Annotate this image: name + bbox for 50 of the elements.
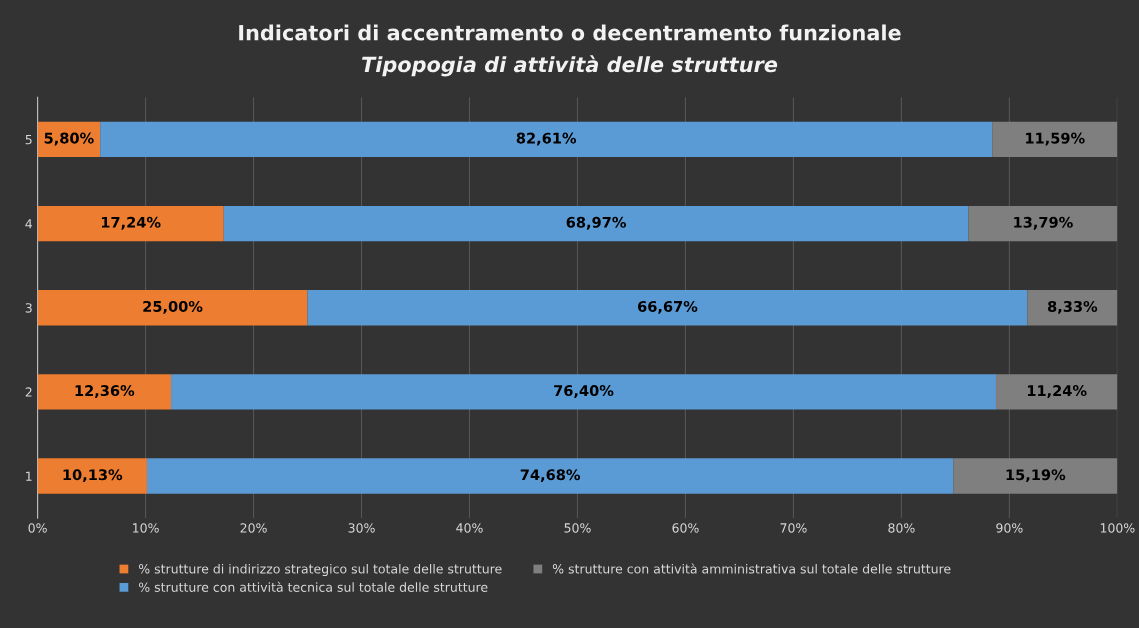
data-label: 15,19%: [1006, 469, 1066, 483]
data-label: 12,36%: [75, 385, 135, 398]
data-label: 17,24%: [101, 216, 161, 230]
legend-label: % strutture con attività tecnica sul totale delle strutture: [138, 581, 488, 592]
data-label: 5,80%: [44, 132, 94, 146]
x-tick-label: 0%: [28, 523, 47, 533]
x-tick-label: 90%: [996, 523, 1023, 533]
data-label: 76,40%: [554, 385, 614, 398]
data-label: 68,97%: [566, 216, 627, 230]
data-label: 11,24%: [1027, 385, 1087, 398]
x-tick-label: 40%: [456, 523, 483, 533]
y-tick-label: 1: [26, 471, 32, 481]
y-tick-label: 5: [25, 135, 32, 145]
data-label: 8,33%: [1047, 300, 1098, 314]
data-label: 25,00%: [143, 300, 203, 314]
data-label: 10,13%: [63, 469, 123, 483]
bar: [223, 205, 969, 242]
bar: [171, 374, 996, 410]
data-label: 13,79%: [1014, 216, 1073, 230]
x-tick-label: 10%: [133, 523, 159, 533]
bar: [1027, 290, 1118, 326]
bar: [37, 205, 224, 242]
data-label: 66,67%: [638, 300, 698, 314]
y-tick-label: 2: [25, 387, 32, 397]
y-tick-label: 4: [25, 219, 33, 229]
data-label: 74,68%: [520, 469, 581, 483]
chart-title: Indicatori di accentramento o decentramento funzionale: [239, 24, 901, 41]
bar: [146, 458, 954, 494]
bar: [995, 374, 1118, 410]
bar: [37, 458, 147, 494]
legend-label: % strutture di indirizzo strategico sul totale delle strutture: [138, 563, 502, 576]
x-tick-label: 70%: [780, 523, 807, 533]
bar: [37, 290, 308, 326]
x-tick-label: 100%: [1100, 523, 1135, 533]
x-tick-label: 60%: [672, 523, 699, 533]
x-tick-label: 20%: [240, 523, 267, 533]
bar: [100, 121, 993, 158]
bar: [37, 374, 172, 410]
x-tick-label: 50%: [564, 523, 591, 533]
x-tick-label: 30%: [348, 523, 375, 533]
y-tick-label: 3: [25, 303, 32, 313]
chart-subtitle: Tipopogia di attività delle strutture: [362, 55, 778, 77]
bar: [992, 121, 1118, 158]
bar: [307, 290, 1028, 326]
x-tick-label: 80%: [888, 523, 915, 533]
data-label: 11,59%: [1026, 132, 1085, 146]
bar: [953, 458, 1118, 494]
legend-label: % strutture con attività amministrativa sul totale delle strutture: [552, 563, 951, 574]
data-label: 82,61%: [516, 132, 577, 146]
bar: [968, 205, 1118, 242]
